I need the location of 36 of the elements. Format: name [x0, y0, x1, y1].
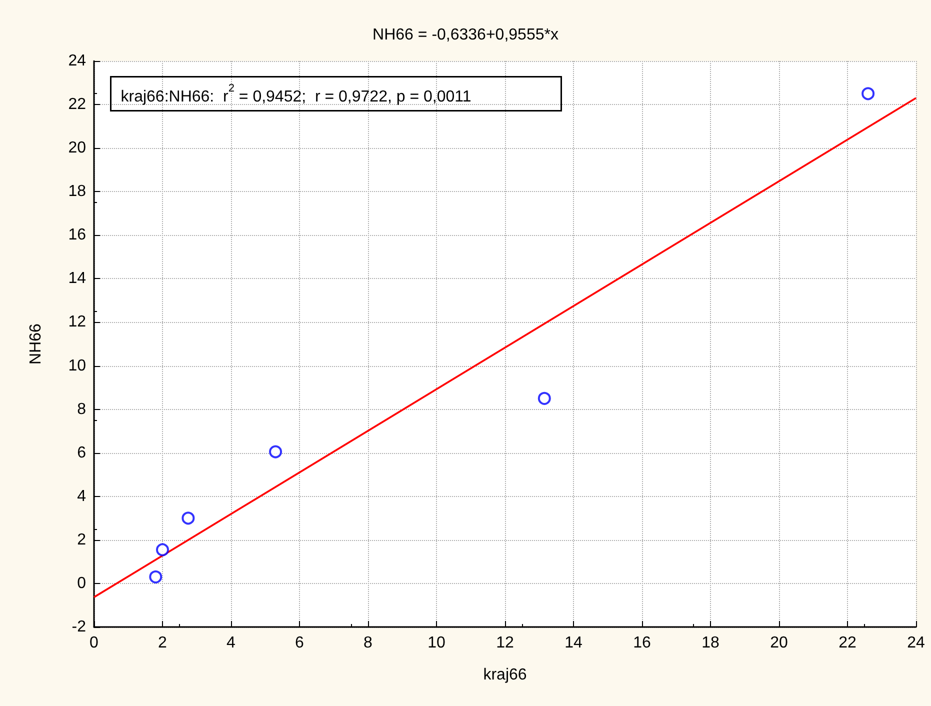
- y-tick-label: 14: [68, 270, 86, 288]
- point: [862, 87, 875, 100]
- y-tick-label: 12: [68, 314, 86, 331]
- x-tick-label: 22: [838, 634, 856, 652]
- y-tick-label: 16: [68, 226, 86, 244]
- y-tick-label: 10: [68, 357, 86, 374]
- y-tick-label: 20: [68, 140, 86, 157]
- point: [149, 570, 162, 584]
- x-tick-label: 16: [633, 634, 651, 652]
- x-tick-label: 18: [702, 634, 720, 652]
- x-tick-label: 10: [428, 634, 446, 652]
- y-tick-label: 18: [68, 183, 86, 200]
- y-tick-label: 2: [77, 531, 86, 548]
- y-tick-label: 24: [68, 52, 86, 70]
- point: [269, 445, 282, 458]
- x-tick-label: 0: [90, 634, 99, 652]
- point: [538, 392, 551, 405]
- y-axis-title: NH66: [28, 323, 44, 364]
- y-tick-label: 0: [77, 574, 86, 592]
- x-tick-label: 6: [295, 634, 304, 652]
- point: [156, 543, 169, 556]
- chart-title: NH66 = -0,6336+0,9555*x: [372, 26, 558, 44]
- x-tick-label: 14: [564, 634, 582, 652]
- y-tick-label: 4: [77, 488, 86, 505]
- y-tick-label: 8: [77, 400, 86, 418]
- y-tick-label: 22: [68, 96, 86, 114]
- x-tick-label: 2: [158, 634, 168, 652]
- x-tick-label: 20: [770, 634, 788, 652]
- y-tick-label: -2: [72, 618, 86, 636]
- x-axis-title: kraj66: [483, 666, 527, 684]
- point: [182, 512, 195, 525]
- y-tick-label: 6: [77, 444, 86, 462]
- x-tick-label: 12: [496, 634, 514, 652]
- x-tick-label: 8: [364, 634, 373, 652]
- x-tick-label: 4: [226, 634, 236, 652]
- x-tick-label: 24: [907, 634, 925, 652]
